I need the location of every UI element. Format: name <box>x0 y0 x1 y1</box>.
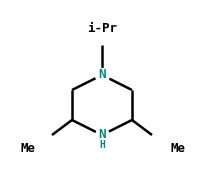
Text: Me: Me <box>170 142 185 154</box>
Text: N: N <box>98 68 105 82</box>
Text: N: N <box>98 129 105 142</box>
Text: Me: Me <box>20 142 35 154</box>
Text: H: H <box>99 140 104 150</box>
Text: i-Pr: i-Pr <box>86 21 116 34</box>
